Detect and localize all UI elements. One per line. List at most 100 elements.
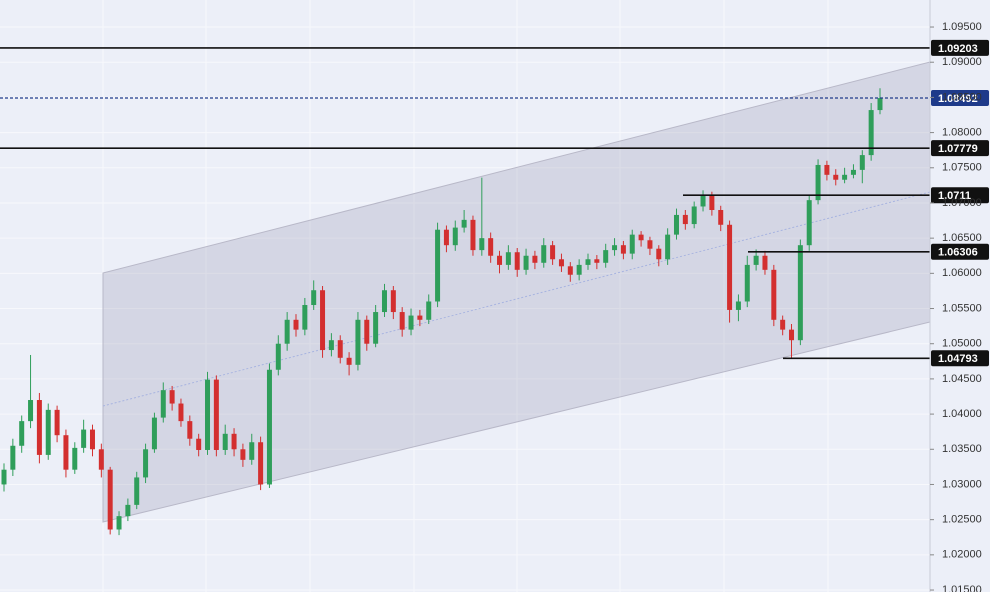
candle-body (364, 319, 370, 344)
price-axis: 1.09500 1.09000 1.08500 1.08000 1.07500 1.070… (930, 21, 982, 592)
candle-body (116, 516, 122, 530)
candle-body (647, 240, 653, 249)
candle-body (771, 269, 777, 320)
candle-body (612, 245, 618, 251)
y-tick-label: 1.06000 (942, 267, 982, 279)
current-price-box (931, 89, 989, 106)
candle-body (151, 417, 157, 450)
levels: 1.09203 1.07779 1.0711 1.06306 1.04793 1.0849… (0, 39, 989, 367)
candle-body (859, 155, 865, 170)
candle-body (45, 409, 51, 455)
candle-body (205, 379, 211, 450)
level-label: 1.06306 (938, 247, 978, 259)
candle-body (833, 174, 839, 180)
y-tick-label: 1.03500 (942, 443, 982, 455)
candle-body (594, 259, 600, 263)
y-tick-label: 1.01500 (942, 584, 982, 592)
candle-body (842, 174, 848, 180)
candle-body (408, 315, 414, 330)
candle-body (806, 200, 812, 246)
candle-body (488, 238, 494, 256)
candle-body (603, 250, 609, 263)
candle-body (346, 357, 352, 365)
y-tick-label: 1.06500 (942, 232, 982, 244)
candles (1, 88, 883, 536)
candle-body (877, 98, 883, 111)
candle-body (550, 245, 556, 260)
candle-body (213, 379, 219, 450)
candle-body (81, 429, 87, 448)
level-label: 1.0711 (938, 190, 971, 202)
candle-body (36, 400, 42, 455)
candle-body (222, 433, 228, 450)
candle-body (54, 409, 60, 436)
level-label-box (931, 350, 989, 367)
candle-body (514, 252, 520, 270)
level-label-box (931, 187, 989, 204)
candle-body (328, 340, 334, 351)
candle-body (337, 340, 343, 358)
candle-body (143, 449, 149, 478)
candle-body (753, 255, 759, 265)
candle-body (284, 319, 290, 344)
candle-body (700, 195, 706, 207)
candle-body (1, 469, 7, 485)
candle-body (417, 315, 423, 320)
candle-body (231, 433, 237, 450)
candle-body (735, 301, 741, 310)
candle-body (125, 504, 131, 517)
y-tick-label: 1.02500 (942, 514, 982, 526)
candle-body (426, 301, 432, 320)
candle-body (28, 400, 34, 422)
y-tick-label: 1.05000 (942, 338, 982, 350)
candle-body (187, 421, 193, 439)
candle-body (355, 319, 361, 365)
candle-body (585, 259, 591, 265)
candle-body (558, 259, 564, 267)
candle-body (19, 421, 25, 446)
candle-body (479, 238, 485, 251)
candle-body (320, 290, 326, 351)
candle-body (691, 206, 697, 225)
level-label: 1.07779 (938, 143, 978, 155)
candle-body (452, 227, 458, 246)
candle-body (656, 248, 662, 260)
y-tick-label: 1.09000 (942, 56, 982, 68)
y-tick-label: 1.04000 (942, 408, 982, 420)
candle-body (435, 229, 441, 302)
candle-body (196, 438, 202, 450)
candle-body (293, 319, 299, 330)
candle-body (868, 110, 874, 156)
candle-body (461, 219, 467, 228)
candle-body (505, 252, 511, 265)
candle-body (443, 229, 449, 246)
candle-body (727, 224, 733, 310)
candle-body (311, 290, 317, 306)
candle-body (665, 234, 671, 260)
candle-body (797, 245, 803, 341)
candle-body (567, 266, 573, 275)
level-label-box (931, 243, 989, 260)
level-label-box (931, 140, 989, 157)
y-tick-label: 1.07000 (942, 197, 982, 209)
candle-body (541, 245, 547, 263)
candle-body (240, 449, 246, 460)
candle-body (10, 445, 16, 470)
candle-body (780, 319, 786, 330)
level-label-box (931, 39, 989, 56)
candle-body (497, 255, 503, 265)
candle-body (682, 214, 688, 225)
candle-body (98, 449, 104, 470)
candle-body (160, 390, 166, 418)
candle-body (63, 435, 69, 470)
y-tick-label: 1.04500 (942, 373, 982, 385)
candle-body (72, 447, 78, 470)
y-tick-label: 1.08000 (942, 126, 982, 138)
candle-body (373, 312, 379, 344)
candle-body (629, 234, 635, 254)
candle-body (789, 329, 795, 341)
candle-body (169, 390, 175, 404)
candle-body (850, 169, 856, 175)
